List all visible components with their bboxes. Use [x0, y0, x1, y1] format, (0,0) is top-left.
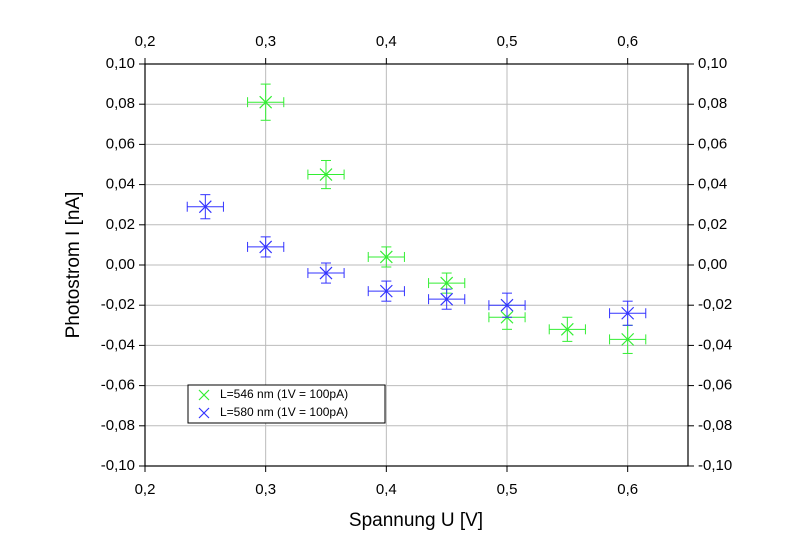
marker — [379, 250, 393, 264]
y-tick-label: 0,08 — [106, 95, 135, 112]
marker — [198, 200, 212, 214]
y-tick-label-right: 0,08 — [698, 95, 727, 112]
plot-frame — [144, 63, 689, 467]
legend-box — [187, 384, 386, 424]
x-tick-label-top: 0,2 — [135, 33, 156, 50]
legend-label: L=580 nm (1V = 100pA) — [220, 405, 348, 419]
y-tick-label-right: -0,08 — [698, 417, 732, 434]
marker — [440, 292, 454, 306]
y-tick-label-right: -0,06 — [698, 377, 732, 394]
y-tick-label: 0,00 — [106, 256, 135, 273]
y-tick-label-right: 0,06 — [698, 135, 727, 152]
x-tick-label-top: 0,3 — [255, 33, 276, 50]
x-tick-label: 0,4 — [376, 481, 397, 498]
y-tick-label: 0,06 — [106, 135, 135, 152]
y-tick-label: -0,10 — [101, 457, 135, 474]
y-tick-label: -0,04 — [101, 336, 135, 353]
y-tick-label-right: 0,02 — [698, 216, 727, 233]
y-tick-label-right: -0,02 — [698, 296, 732, 313]
marker — [621, 306, 635, 320]
y-tick-label: -0,06 — [101, 377, 135, 394]
x-tick-label-top: 0,5 — [497, 33, 518, 50]
marker — [259, 95, 273, 109]
marker — [560, 322, 574, 336]
y-tick-label: -0,02 — [101, 296, 135, 313]
marker — [440, 276, 454, 290]
y-tick-label: -0,08 — [101, 417, 135, 434]
y-axis-label: Photostrom I [nA] — [63, 192, 84, 339]
y-tick-label-right: -0,04 — [698, 336, 732, 353]
legend-label: L=546 nm (1V = 100pA) — [220, 387, 348, 401]
x-tick-label: 0,3 — [255, 481, 276, 498]
legend-marker — [198, 407, 210, 419]
x-tick-label-top: 0,4 — [376, 33, 397, 50]
y-tick-label-right: 0,10 — [698, 55, 727, 72]
marker — [379, 284, 393, 298]
legend-marker — [198, 389, 210, 401]
x-tick-label: 0,6 — [617, 481, 638, 498]
x-axis-label: Spannung U [V] — [349, 510, 483, 531]
x-tick-label-top: 0,6 — [617, 33, 638, 50]
y-tick-label-right: -0,10 — [698, 457, 732, 474]
marker — [319, 168, 333, 181]
marker — [621, 332, 635, 346]
y-tick-label: 0,04 — [106, 176, 135, 193]
marker — [319, 266, 333, 280]
y-tick-label-right: 0,04 — [698, 176, 727, 193]
marker — [259, 240, 273, 254]
x-tick-label: 0,2 — [135, 481, 156, 498]
y-tick-label: 0,02 — [106, 216, 135, 233]
x-tick-label: 0,5 — [497, 481, 518, 498]
y-tick-label: 0,10 — [106, 55, 135, 72]
y-tick-label-right: 0,00 — [698, 256, 727, 273]
marker — [500, 298, 514, 312]
